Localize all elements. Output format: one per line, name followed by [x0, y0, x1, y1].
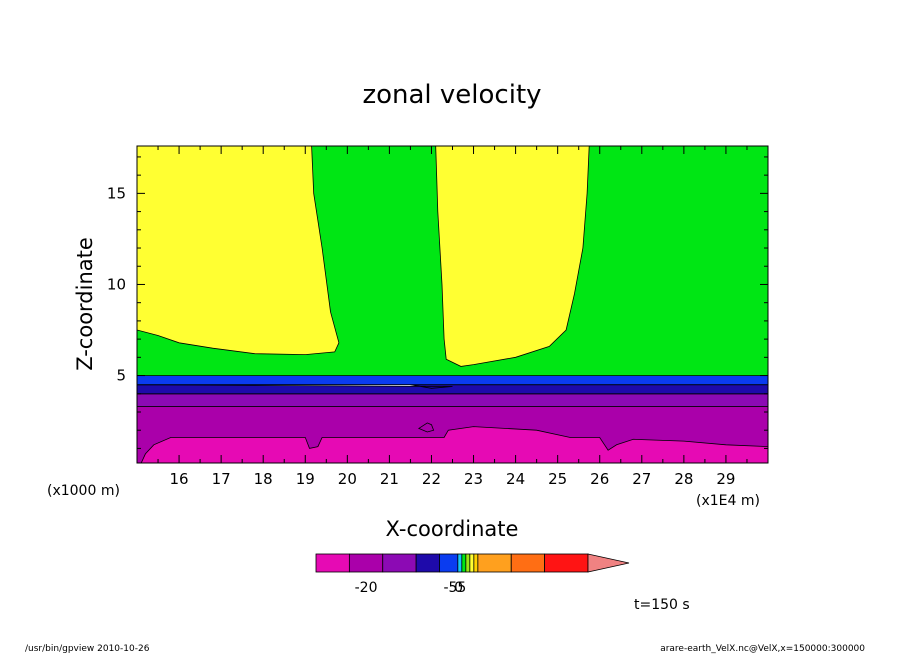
y-unit-label: (x1000 m): [47, 483, 120, 499]
x-tick-label: 18: [254, 470, 273, 488]
y-axis-title: Z-coordinate: [73, 237, 97, 371]
colorbar-label: -5: [444, 580, 458, 596]
x-tick-label: 17: [212, 470, 231, 488]
x-unit-label: (x1E4 m): [696, 493, 760, 509]
colorbar-overflow-arrow: [587, 553, 630, 573]
x-tick-label: 26: [590, 470, 609, 488]
footer-right: arare-earth_VelX.nc@VelX,x=150000:300000: [660, 644, 865, 654]
colorbar-swatch: [477, 553, 512, 573]
x-axis-ticks: 16 17 18 19 20 21 22 23 24 25 26 27 28 29: [136, 146, 769, 488]
y-tick-label: 15: [107, 184, 126, 202]
colorbar-swatch: [315, 553, 350, 573]
colorbar-swatch: [415, 553, 440, 573]
x-tick-label: 23: [464, 470, 483, 488]
contour-neg5_to_neg2: [137, 375, 768, 386]
colorbar-swatch: [382, 553, 417, 573]
colorbar-label: -20: [355, 580, 378, 596]
x-tick-label: 20: [338, 470, 357, 488]
colorbar-swatch: [461, 553, 467, 573]
contour-yellow_left: [137, 146, 340, 356]
colorbar-swatch: [457, 553, 463, 573]
x-tick-label: 19: [296, 470, 315, 488]
x-tick-label: 21: [380, 470, 399, 488]
colorbar-swatch: [465, 553, 471, 573]
colorbar-label: 5: [457, 580, 466, 596]
colorbar-swatch: [348, 553, 384, 573]
colorbar-label: 0: [454, 580, 463, 596]
x-tick-label: 29: [716, 470, 735, 488]
footer-left: /usr/bin/gpview 2010-10-26: [25, 644, 150, 654]
colorbar-swatch: [544, 553, 589, 573]
contour-neg10_to_neg5: [137, 384, 768, 395]
colorbar-swatch: [510, 553, 546, 573]
colorbar-swatch: [439, 553, 459, 573]
x-tick-label: 25: [548, 470, 567, 488]
x-tick-label: 27: [632, 470, 651, 488]
x-tick-label: 28: [674, 470, 693, 488]
contour-neg20_to_neg15: [137, 406, 768, 463]
chart-title: zonal velocity: [362, 80, 541, 110]
x-axis-title: X-coordinate: [386, 517, 519, 541]
y-tick-label: 10: [107, 275, 126, 293]
contour-neg20_to_neg15_patch: [417, 422, 435, 433]
colorbar: -20 -505: [315, 553, 630, 596]
contour-fill-layers: [137, 146, 768, 463]
time-label: t=150 s: [634, 597, 690, 613]
x-tick-label: 24: [506, 470, 525, 488]
colorbar-swatch: [469, 553, 475, 573]
contour-neg15_to_neg10: [137, 393, 768, 407]
x-tick-label: 16: [170, 470, 189, 488]
y-axis-ticks: 5 10 15: [107, 156, 768, 449]
colorbar-swatch: [473, 553, 479, 573]
x-tick-label: 22: [422, 470, 441, 488]
y-tick-label: 5: [116, 367, 126, 385]
contour-yellow_right: [435, 146, 590, 367]
